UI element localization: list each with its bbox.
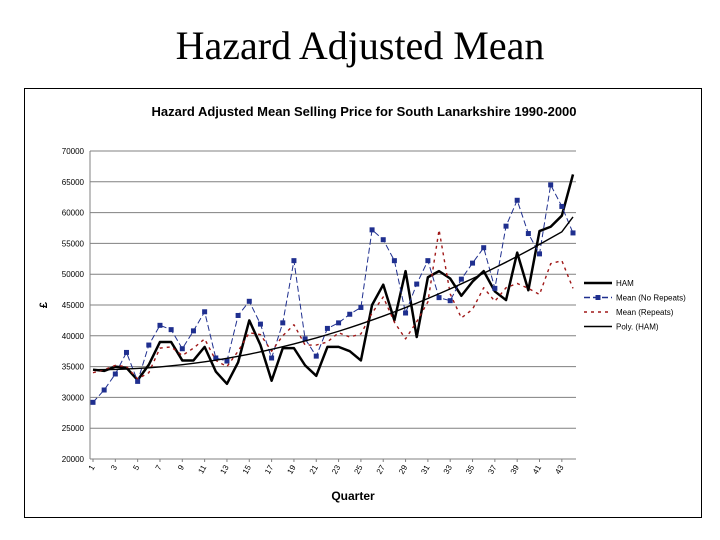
data-point	[436, 295, 442, 301]
data-point	[101, 387, 107, 393]
series-line-poly-ham	[92, 216, 574, 371]
data-point	[380, 237, 386, 243]
y-tick-label: 40000	[62, 332, 85, 341]
legend-label: Mean (No Repeats)	[616, 294, 686, 303]
data-point	[470, 260, 476, 266]
x-tick-label: 15	[241, 463, 254, 476]
data-point	[481, 245, 487, 251]
y-tick-label: 55000	[62, 239, 85, 248]
x-tick-label: 7	[154, 463, 164, 472]
data-point	[90, 399, 96, 405]
data-point	[257, 321, 263, 327]
data-point	[414, 281, 420, 287]
data-point	[537, 251, 543, 257]
data-point	[458, 276, 464, 282]
x-tick-label: 1	[87, 463, 97, 472]
data-point	[202, 309, 208, 315]
legend-label: Mean (Repeats)	[616, 308, 674, 317]
x-tick-label: 21	[308, 463, 321, 476]
y-tick-label: 70000	[62, 147, 85, 156]
data-point	[190, 328, 196, 334]
slide-title: Hazard Adjusted Mean	[175, 23, 545, 68]
data-point	[336, 320, 342, 326]
x-tick-label: 11	[196, 463, 208, 475]
series-line-mean-no-repeats	[92, 184, 574, 403]
x-tick-label: 9	[176, 463, 186, 472]
data-point	[369, 227, 375, 233]
x-tick-label: 39	[509, 463, 522, 476]
data-point	[525, 231, 531, 237]
x-tick-label: 41	[531, 463, 544, 476]
y-tick-label: 30000	[62, 393, 85, 402]
x-tick-label: 31	[419, 463, 432, 476]
legend-marker	[595, 295, 601, 300]
data-point	[224, 358, 230, 364]
data-point	[347, 311, 353, 317]
legend-label: Poly. (HAM)	[616, 323, 659, 332]
data-point	[559, 203, 565, 209]
chart-title: Hazard Adjusted Mean Selling Price for S…	[151, 104, 577, 119]
data-point	[179, 346, 185, 352]
y-tick-label: 20000	[62, 455, 85, 464]
data-point	[168, 327, 174, 333]
y-tick-label: 65000	[62, 178, 85, 187]
y-tick-label: 50000	[62, 270, 85, 279]
data-point	[280, 320, 286, 326]
y-tick-label: 25000	[62, 424, 85, 433]
data-point	[213, 355, 219, 361]
data-point	[112, 371, 118, 377]
data-point	[548, 182, 554, 188]
x-tick-label: 33	[442, 463, 455, 476]
x-tick-label: 29	[397, 463, 410, 476]
y-axis-label: £	[38, 302, 50, 308]
data-point	[324, 325, 330, 331]
series-line-mean-repeats	[92, 229, 574, 380]
x-tick-label: 23	[330, 463, 343, 476]
data-point	[302, 336, 308, 342]
data-point	[358, 304, 364, 310]
x-tick-label: 27	[375, 463, 388, 476]
data-point	[425, 258, 431, 264]
series-line-ham	[92, 174, 575, 386]
data-point	[235, 312, 241, 318]
data-point	[269, 355, 275, 361]
data-point	[403, 310, 409, 316]
data-point	[447, 298, 453, 304]
data-point	[157, 322, 163, 328]
data-point	[514, 197, 520, 203]
data-point	[503, 223, 509, 229]
data-point	[246, 298, 252, 304]
y-tick-label: 35000	[62, 363, 85, 372]
data-point	[570, 230, 576, 236]
y-tick-label: 60000	[62, 209, 85, 218]
x-tick-label: 13	[218, 463, 231, 476]
x-tick-label: 17	[263, 463, 276, 476]
data-point	[135, 378, 141, 384]
data-point	[492, 285, 498, 291]
x-tick-label: 3	[109, 463, 119, 472]
data-point	[146, 342, 152, 348]
data-point	[391, 258, 397, 264]
x-tick-label: 35	[464, 463, 477, 476]
data-point	[291, 258, 297, 264]
x-tick-label: 19	[285, 463, 298, 476]
legend-label: HAM	[616, 279, 634, 288]
x-tick-label: 25	[352, 463, 365, 476]
data-point	[313, 353, 319, 359]
y-tick-label: 45000	[62, 301, 85, 310]
data-point	[123, 349, 129, 355]
x-tick-label: 5	[131, 463, 141, 472]
x-tick-label: 37	[486, 463, 499, 476]
x-axis-label: Quarter	[331, 489, 375, 503]
chart-frame	[24, 88, 702, 518]
x-tick-label: 43	[553, 463, 566, 476]
